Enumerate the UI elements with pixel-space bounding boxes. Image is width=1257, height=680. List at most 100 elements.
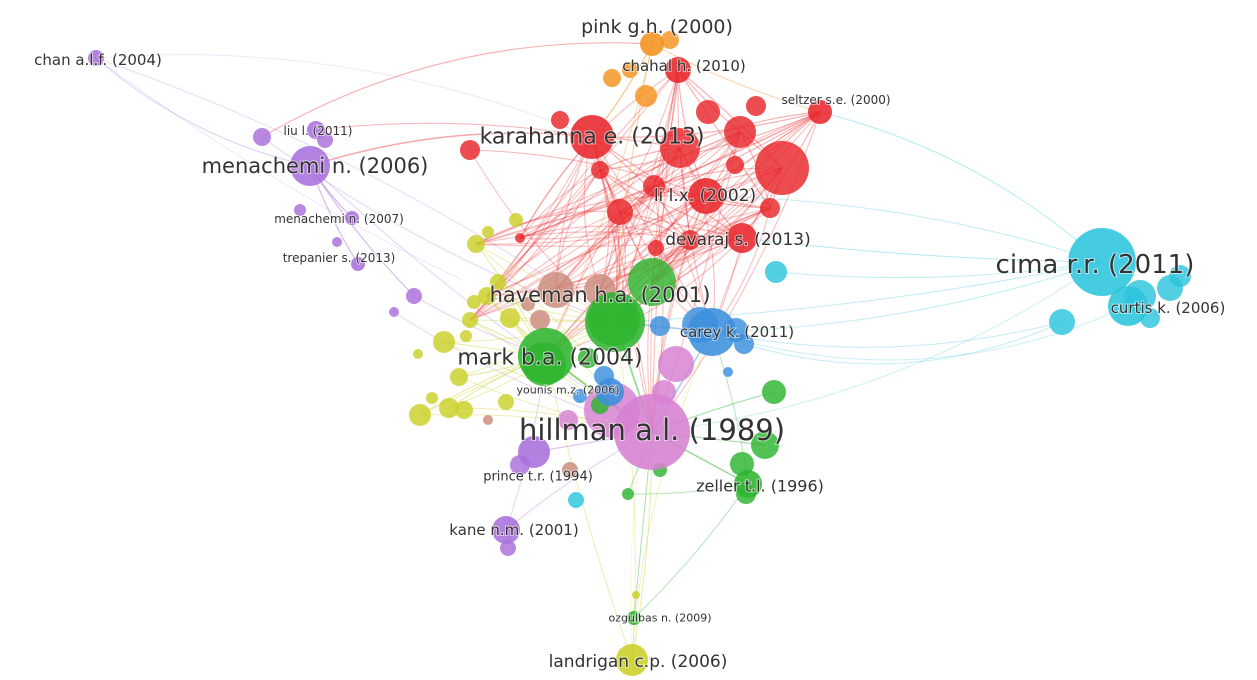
network-node[interactable]	[622, 488, 634, 500]
network-node[interactable]	[648, 240, 664, 256]
network-node[interactable]	[521, 297, 535, 311]
node-younis[interactable]	[596, 378, 624, 406]
node-devaraj[interactable]	[727, 223, 757, 253]
network-node[interactable]	[578, 348, 598, 368]
label-carey[interactable]: carey k. (2011)	[679, 322, 795, 342]
node-liu[interactable]	[307, 121, 325, 139]
network-node[interactable]	[724, 116, 756, 148]
network-node[interactable]	[433, 331, 455, 353]
network-node[interactable]	[482, 226, 494, 238]
network-node[interactable]	[460, 140, 480, 160]
label-landrigan[interactable]: landrigan c.p. (2006)	[548, 651, 729, 673]
node-chan-alf[interactable]	[88, 50, 104, 66]
label-haveman[interactable]: haveman h.a. (2001)	[489, 282, 712, 308]
node-carey[interactable]	[688, 308, 736, 356]
label-mark[interactable]: mark b.a. (2004)	[456, 345, 643, 372]
network-node[interactable]	[1049, 309, 1075, 335]
node-zeller[interactable]	[734, 470, 762, 498]
network-node[interactable]	[490, 274, 506, 290]
node-chahal-h[interactable]	[665, 57, 691, 83]
label-liu[interactable]: liu l. (2011)	[283, 123, 354, 139]
node-cima[interactable]	[1068, 228, 1136, 296]
node-haveman[interactable]	[585, 292, 645, 352]
network-node[interactable]	[734, 334, 754, 354]
network-node[interactable]	[389, 307, 399, 317]
label-karahanna[interactable]: karahanna e. (2013)	[479, 124, 706, 151]
network-node[interactable]	[294, 204, 306, 216]
label-kane[interactable]: kane n.m. (2001)	[448, 520, 579, 540]
node-li-lx[interactable]	[688, 178, 724, 214]
label-ozgulbas[interactable]: ozgulbas n. (2009)	[607, 611, 712, 626]
label-devaraj[interactable]: devaraj s. (2013)	[664, 229, 811, 251]
network-node[interactable]	[568, 492, 584, 508]
network-node[interactable]	[622, 62, 638, 78]
label-curtis[interactable]: curtis k. (2006)	[1110, 298, 1227, 318]
network-node[interactable]	[515, 233, 525, 243]
network-node[interactable]	[755, 141, 809, 195]
label-prince[interactable]: prince t.r. (1994)	[482, 469, 594, 486]
label-hillman[interactable]: hillman a.l. (1989)	[518, 412, 786, 448]
network-node[interactable]	[726, 156, 744, 174]
network-node[interactable]	[632, 591, 640, 599]
network-node[interactable]	[1169, 265, 1191, 287]
network-node[interactable]	[723, 367, 733, 377]
node-landrigan[interactable]	[616, 644, 648, 676]
network-node[interactable]	[509, 213, 523, 227]
network-node[interactable]	[591, 161, 609, 179]
network-node[interactable]	[650, 316, 670, 336]
network-node[interactable]	[413, 349, 423, 359]
network-node[interactable]	[658, 346, 694, 382]
network-node[interactable]	[607, 199, 633, 225]
label-zeller[interactable]: zeller t.l. (1996)	[695, 476, 825, 497]
node-curtis[interactable]	[1108, 286, 1148, 326]
node-prince[interactable]	[518, 436, 550, 468]
network-node[interactable]	[762, 380, 786, 404]
node-karahanna[interactable]	[570, 115, 614, 159]
network-node[interactable]	[253, 128, 271, 146]
network-node[interactable]	[562, 462, 578, 478]
label-chahal-h[interactable]: chahal h. (2010)	[621, 56, 747, 76]
node-kane[interactable]	[492, 516, 520, 544]
network-node[interactable]	[409, 404, 431, 426]
network-node[interactable]	[460, 330, 472, 342]
network-node[interactable]	[603, 69, 621, 87]
network-node[interactable]	[450, 368, 468, 386]
network-node[interactable]	[467, 235, 485, 253]
node-menachemi-2006[interactable]	[290, 146, 330, 186]
network-node[interactable]	[765, 261, 787, 283]
network-node[interactable]	[635, 85, 657, 107]
node-ozgulbas[interactable]	[627, 611, 641, 625]
label-younis[interactable]: younis m.z. (2006)	[515, 383, 620, 398]
network-node[interactable]	[500, 308, 520, 328]
network-node[interactable]	[760, 198, 780, 218]
network-node[interactable]	[573, 389, 587, 403]
network-node[interactable]	[439, 398, 459, 418]
label-li-lx[interactable]: li l.x. (2002)	[653, 185, 757, 207]
network-node[interactable]	[498, 394, 514, 410]
node-mark[interactable]	[518, 328, 574, 384]
node-seltzer[interactable]	[808, 100, 832, 124]
network-node[interactable]	[661, 31, 679, 49]
label-seltzer[interactable]: seltzer s.e. (2000)	[780, 92, 891, 108]
node-trepanier[interactable]	[351, 257, 365, 271]
network-node[interactable]	[462, 312, 478, 328]
network-node[interactable]	[680, 230, 700, 250]
network-node[interactable]	[643, 175, 665, 197]
label-pink-gh[interactable]: pink g.h. (2000)	[580, 15, 734, 39]
label-chan-alf[interactable]: chan a.l.f. (2004)	[33, 50, 163, 70]
network-node[interactable]	[558, 410, 578, 430]
network-node[interactable]	[538, 272, 574, 308]
network-node[interactable]	[467, 295, 481, 309]
network-node[interactable]	[332, 237, 342, 247]
network-node[interactable]	[500, 540, 516, 556]
network-node[interactable]	[696, 100, 720, 124]
node-menachemi-2007[interactable]	[345, 211, 359, 225]
label-cima[interactable]: cima r.r. (2011)	[995, 249, 1196, 281]
label-menachemi-2007[interactable]: menachemi n. (2007)	[273, 211, 405, 227]
network-node[interactable]	[746, 96, 766, 116]
network-node[interactable]	[751, 431, 779, 459]
network-node[interactable]	[660, 128, 700, 168]
network-node[interactable]	[483, 415, 493, 425]
network-node[interactable]	[530, 310, 550, 330]
